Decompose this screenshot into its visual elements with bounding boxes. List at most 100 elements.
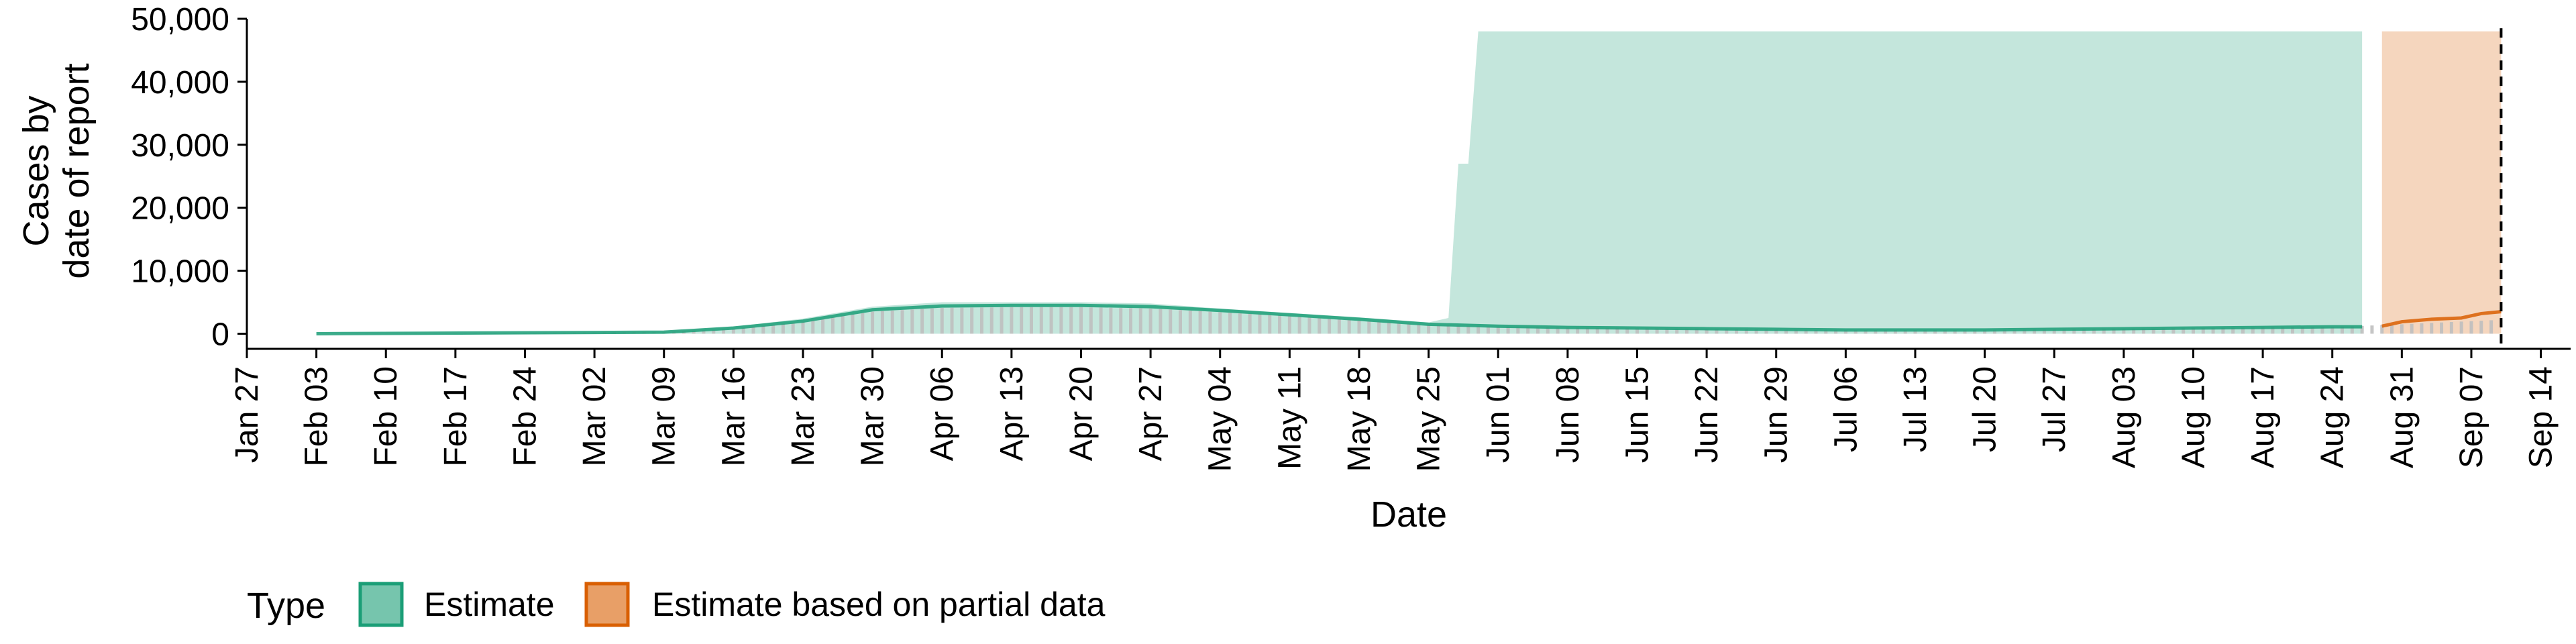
reported-case-bar <box>830 317 835 334</box>
reported-case-bar <box>692 330 696 334</box>
reported-case-bar <box>2350 326 2354 334</box>
reported-case-bar <box>2370 325 2374 334</box>
reported-case-bar <box>1893 330 1897 334</box>
y-tick-label: 10,000 <box>131 254 229 290</box>
reported-case-bar <box>2211 327 2215 334</box>
x-tick-label: Mar 23 <box>786 366 821 466</box>
legend: Type Estimate Estimate based on partial … <box>247 582 1106 627</box>
reported-case-bar <box>2151 328 2155 334</box>
reported-case-bar <box>1407 323 1411 334</box>
reported-case-bar <box>702 330 706 334</box>
x-tick-label: Jan 27 <box>229 366 265 463</box>
reported-case-bar <box>1874 330 1878 334</box>
reported-case-bar <box>1665 328 1669 334</box>
y-tick-label: 0 <box>211 317 229 352</box>
reported-case-bar <box>1884 330 1888 334</box>
reported-case-bar <box>1735 329 1739 334</box>
reported-case-bar <box>1357 320 1361 334</box>
reported-case-bar <box>1943 329 1947 334</box>
reported-case-bar <box>950 307 954 334</box>
y-tick-label: 50,000 <box>131 2 229 38</box>
reported-case-bar <box>801 321 805 334</box>
legend-label-partial-estimate: Estimate based on partial data <box>652 586 1106 623</box>
x-tick-label: Jul 20 <box>1968 366 2003 452</box>
reported-case-bar <box>890 310 894 334</box>
reported-case-bar <box>2261 327 2265 334</box>
reported-case-bar <box>2489 320 2493 334</box>
reported-case-bar <box>2132 329 2136 334</box>
reported-case-bar <box>1804 329 1808 334</box>
y-axis-title-line-2: date of report <box>56 63 97 278</box>
reported-case-bar <box>1069 307 1073 334</box>
x-tick-label: Apr 27 <box>1133 366 1169 461</box>
y-tick-label: 30,000 <box>131 128 229 164</box>
reported-case-bar <box>1963 329 1967 334</box>
reported-case-bar <box>2052 329 2056 334</box>
reported-case-bar <box>1466 325 1470 334</box>
x-tick-label: Jun 29 <box>1759 366 1794 463</box>
x-tick-label: Aug 10 <box>2176 366 2211 468</box>
reported-case-bar <box>1318 317 1322 334</box>
x-tick-label: Mar 30 <box>855 366 891 466</box>
x-tick-label: Sep 14 <box>2524 366 2559 468</box>
reported-case-bar <box>2102 329 2106 334</box>
reported-case-bar <box>2390 324 2394 334</box>
reported-case-bar <box>2330 327 2334 334</box>
reported-case-bar <box>1377 321 1381 334</box>
reported-case-bar <box>1854 330 1858 334</box>
reported-case-bar <box>1913 330 1917 334</box>
reported-case-bar <box>1337 319 1341 334</box>
reported-case-bar <box>1953 329 1957 334</box>
reported-case-bar <box>930 308 934 334</box>
legend-label-estimate: Estimate <box>424 586 555 623</box>
estimate-bands <box>316 31 2502 334</box>
reported-case-bar <box>741 327 745 334</box>
reported-case-bar <box>940 307 944 334</box>
x-tick-label: Aug 24 <box>2315 366 2351 468</box>
reported-case-bar <box>2062 329 2066 334</box>
y-axis-title-line-1: Cases by <box>16 95 56 246</box>
reported-case-bar <box>2440 322 2444 334</box>
reported-case-bar <box>1903 330 1907 334</box>
reported-case-bar <box>1715 329 1719 334</box>
reported-case-bar <box>1138 308 1142 334</box>
band-series-0 <box>316 31 2363 334</box>
x-tick-label: Aug 03 <box>2106 366 2142 468</box>
reported-case-bar <box>2400 324 2404 334</box>
reported-case-bar <box>1278 315 1282 334</box>
reported-case-bar <box>1864 330 1868 334</box>
reported-case-bar <box>861 313 865 334</box>
reported-case-bar <box>1992 329 1996 334</box>
reported-case-bar <box>1695 329 1699 334</box>
median-lines <box>316 303 2502 335</box>
x-axis-title: Date <box>1371 494 1447 535</box>
reported-case-bar <box>1923 329 1927 334</box>
legend-key-estimate <box>358 582 404 627</box>
reported-case-bar <box>1099 307 1103 334</box>
reported-case-bar <box>1228 313 1232 334</box>
reported-case-bar <box>1258 314 1262 334</box>
x-tick-label: Jun 08 <box>1550 366 1586 463</box>
x-tick-label: May 18 <box>1342 366 1377 472</box>
y-axis-ticks: 0 10,000 20,000 30,000 40,000 50,000 <box>131 2 247 352</box>
x-tick-label: Apr 20 <box>1063 366 1099 461</box>
reported-case-bar <box>851 314 855 334</box>
reported-case-bar <box>2320 327 2324 334</box>
reported-case-bar <box>1973 329 1977 334</box>
reported-case-bar <box>731 328 735 334</box>
reported-case-bar <box>1516 327 1520 334</box>
reported-case-bar <box>2271 327 2275 334</box>
reported-case-bar <box>1655 328 1659 334</box>
reported-case-bar <box>1843 330 1847 334</box>
reported-case-bar <box>2023 329 2027 334</box>
reported-case-bar <box>1645 328 1649 334</box>
reported-case-bar <box>2469 321 2473 334</box>
reported-case-bar <box>1159 309 1163 334</box>
reported-case-bar <box>781 323 785 334</box>
reported-case-bar <box>841 316 845 334</box>
legend-key-partial-estimate <box>584 582 630 627</box>
reported-case-bar <box>1148 308 1152 334</box>
reported-case-bar <box>1029 307 1033 334</box>
reported-case-bar <box>2241 327 2245 334</box>
